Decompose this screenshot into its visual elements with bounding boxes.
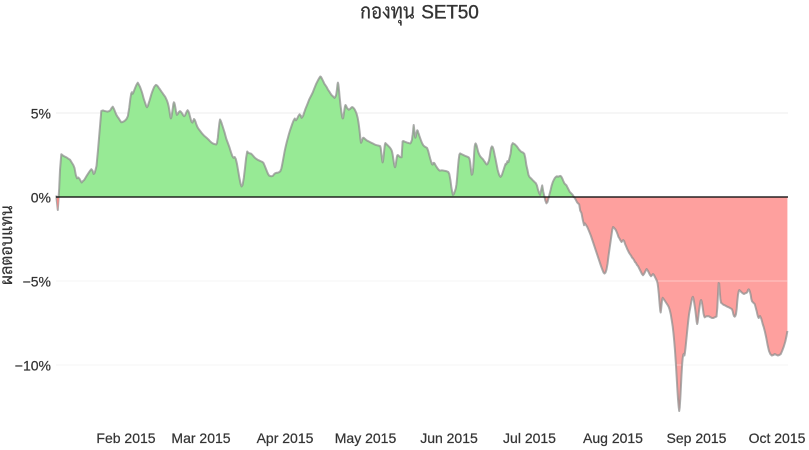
svg-text:0%: 0% — [31, 190, 51, 206]
svg-text:−10%: −10% — [15, 358, 51, 374]
svg-text:Mar 2015: Mar 2015 — [171, 430, 230, 446]
svg-text:Apr 2015: Apr 2015 — [257, 430, 314, 446]
svg-text:5%: 5% — [31, 106, 51, 122]
svg-text:Oct 2015: Oct 2015 — [749, 430, 806, 446]
svg-text:Jun 2015: Jun 2015 — [420, 430, 478, 446]
svg-text:Feb 2015: Feb 2015 — [96, 430, 155, 446]
svg-text:−5%: −5% — [23, 274, 51, 290]
svg-text:Sep 2015: Sep 2015 — [667, 430, 727, 446]
svg-text:Jul 2015: Jul 2015 — [503, 430, 556, 446]
svg-text:Aug 2015: Aug 2015 — [583, 430, 643, 446]
svg-text:SET50: SET50 — [421, 2, 478, 23]
svg-text:May 2015: May 2015 — [335, 430, 397, 446]
